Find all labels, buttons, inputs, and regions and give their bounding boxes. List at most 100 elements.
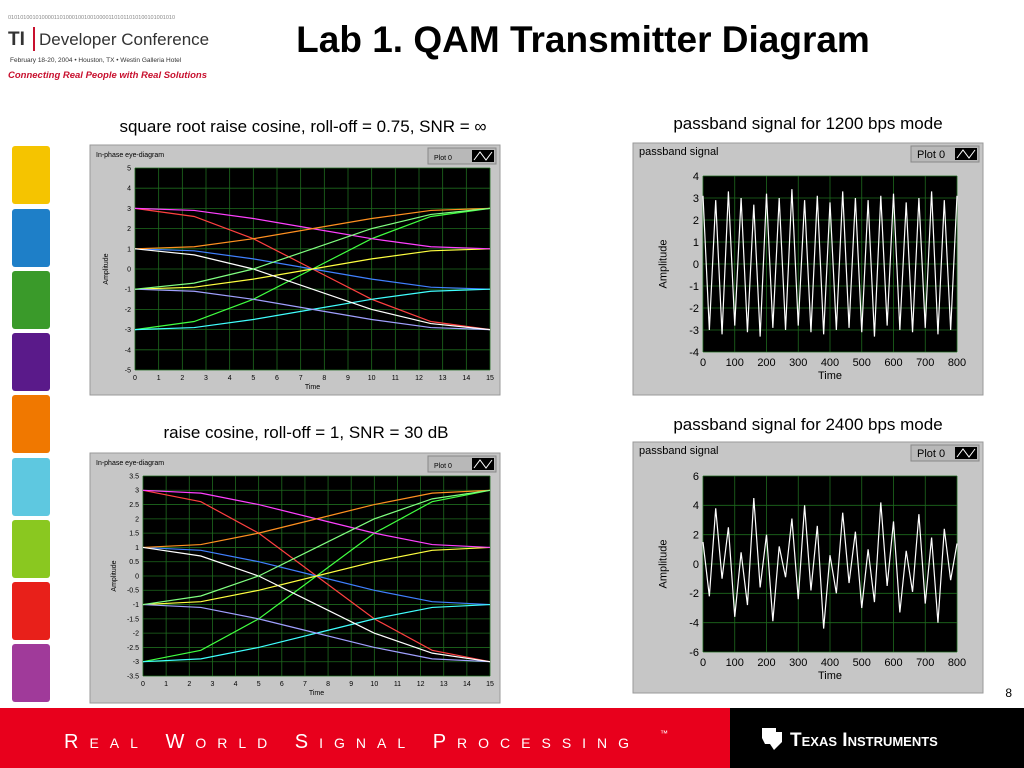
x-tick-label: 100 — [726, 657, 744, 669]
logo-dates: February 18-20, 2004 • Houston, TX • Wes… — [10, 57, 182, 64]
y-tick-label: -4 — [125, 347, 131, 354]
y-tick-label: 3.5 — [129, 473, 139, 480]
x-tick-label: 300 — [789, 357, 807, 369]
x-tick-label: 0 — [700, 657, 706, 669]
y-tick-label: 0 — [127, 266, 131, 273]
trace — [134, 288, 491, 331]
y-tick-label: -2 — [689, 303, 699, 315]
x-tick-label: 200 — [757, 357, 775, 369]
chart: square root raise cosine, roll-off = 0.7… — [89, 117, 501, 396]
x-tick-label: 200 — [757, 657, 775, 669]
y-tick-label: 2 — [693, 530, 699, 542]
y-tick-label: -4 — [689, 618, 699, 630]
x-tick-label: 1 — [164, 681, 168, 688]
y-tick-label: 2 — [127, 226, 131, 233]
x-tick-label: 14 — [463, 681, 471, 688]
y-tick-label: -1 — [133, 602, 139, 609]
x-tick-label: 600 — [884, 657, 902, 669]
x-tick-label: 400 — [821, 657, 839, 669]
y-tick-label: -2 — [125, 307, 131, 314]
icon — [12, 209, 50, 267]
y-tick-label: -3 — [125, 327, 131, 334]
x-tick-label: 14 — [462, 375, 470, 382]
chart-caption: passband signal for 2400 bps mode — [673, 415, 942, 434]
legend-label: Plot 0 — [434, 463, 452, 470]
x-tick-label: 8 — [326, 681, 330, 688]
x-tick-label: 100 — [726, 357, 744, 369]
y-tick-label: 6 — [693, 471, 699, 483]
ti-logo-mark — [762, 728, 782, 750]
legend-label: Plot 0 — [434, 155, 452, 162]
footer-band — [0, 708, 730, 768]
chart-title: passband signal — [639, 445, 719, 457]
logo-divider — [33, 27, 35, 51]
x-tick-label: 15 — [486, 375, 494, 382]
x-tick-label: 6 — [280, 681, 284, 688]
x-tick-label: 2 — [180, 375, 184, 382]
x-axis-label: Time — [309, 690, 324, 697]
y-tick-label: 3 — [127, 206, 131, 213]
x-tick-label: 13 — [440, 681, 448, 688]
legend-line — [956, 448, 976, 458]
trace — [142, 489, 491, 606]
logo-slogan: Connecting Real People with Real Solutio… — [8, 70, 207, 81]
chart: raise cosine, roll-off = 1, SNR = 30 dB I… — [89, 423, 501, 704]
y-tick-label: 1 — [127, 246, 131, 253]
y-tick-label: 2 — [693, 215, 699, 227]
trace — [134, 248, 491, 290]
y-tick-label: -0.5 — [127, 588, 139, 595]
logo-ti: TI — [8, 29, 25, 50]
x-tick-label: 8 — [322, 375, 326, 382]
chart-caption: square root raise cosine, roll-off = 0.7… — [119, 117, 486, 136]
x-tick-label: 12 — [415, 375, 423, 382]
chart-caption: passband signal for 1200 bps mode — [673, 114, 942, 133]
x-tick-label: 12 — [417, 681, 425, 688]
x-tick-label: 1 — [157, 375, 161, 382]
x-tick-label: 7 — [303, 681, 307, 688]
x-tick-label: 300 — [789, 657, 807, 669]
icon — [12, 458, 50, 516]
y-tick-label: 3 — [693, 193, 699, 205]
icon — [12, 644, 50, 702]
trace — [142, 546, 491, 663]
x-tick-label: 700 — [916, 357, 934, 369]
x-tick-label: 3 — [204, 375, 208, 382]
x-tick-label: 2 — [187, 681, 191, 688]
x-tick-label: 600 — [884, 357, 902, 369]
y-tick-label: -2.5 — [127, 645, 139, 652]
y-tick-label: -1 — [125, 287, 131, 294]
x-axis-label: Time — [818, 670, 842, 682]
page-number: 8 — [1005, 686, 1012, 700]
x-tick-label: 0 — [133, 375, 137, 382]
y-tick-label: 1 — [693, 237, 699, 249]
y-tick-label: 5 — [127, 165, 131, 172]
y-tick-label: -6 — [689, 647, 699, 659]
trace — [134, 248, 491, 331]
footer-trademark: ™ — [660, 729, 668, 738]
x-tick-label: 7 — [299, 375, 303, 382]
icon — [12, 582, 50, 640]
y-tick-label: -1.5 — [127, 616, 139, 623]
chart-title: passband signal — [639, 146, 719, 158]
x-tick-label: 500 — [853, 357, 871, 369]
side-icons — [12, 146, 50, 702]
y-tick-label: -1 — [689, 281, 699, 293]
x-tick-label: 0 — [141, 681, 145, 688]
x-tick-label: 800 — [948, 357, 966, 369]
x-tick-label: 700 — [916, 657, 934, 669]
y-tick-label: -3 — [133, 659, 139, 666]
x-tick-label: 11 — [392, 375, 399, 382]
legend-line — [956, 149, 976, 159]
chart-title: In-phase eye-diagram — [96, 152, 164, 159]
x-tick-label: 3 — [210, 681, 214, 688]
x-tick-label: 9 — [349, 681, 353, 688]
y-tick-label: 0 — [693, 259, 699, 271]
x-tick-label: 500 — [853, 657, 871, 669]
slide-title: Lab 1. QAM Transmitter Diagram — [296, 19, 870, 60]
trace — [702, 497, 958, 629]
trace — [134, 207, 491, 290]
y-tick-label: 4 — [127, 186, 131, 193]
y-tick-label: -2 — [689, 588, 699, 600]
x-tick-label: 10 — [368, 375, 376, 382]
